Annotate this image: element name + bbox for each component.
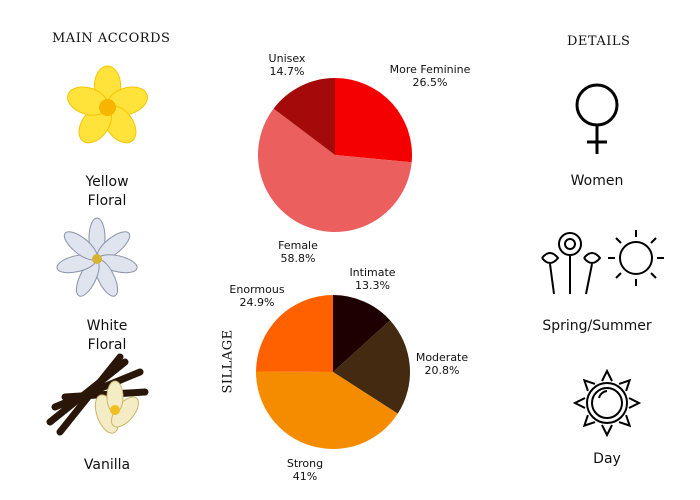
- slice-label-enormous: Enormous 24.9%: [229, 283, 285, 309]
- detail-season: Spring/Summer: [542, 318, 652, 334]
- detail-women: Women: [570, 173, 624, 189]
- pie-slice-moderate: [333, 320, 411, 414]
- slice-label-unisex: Unisex 14.7%: [268, 52, 306, 78]
- accord-vanilla: Vanilla: [83, 457, 131, 473]
- vanilla-pods-flower: [46, 353, 149, 436]
- yellow-frangipani-flower: [67, 65, 148, 144]
- slice-label-moderate: Moderate 20.8%: [415, 351, 469, 377]
- pie-slice-unisex: [273, 78, 335, 155]
- white-tiare-flower: [56, 217, 138, 297]
- pie-slice-more-feminine: [335, 78, 412, 163]
- pie-slice-intimate: [333, 295, 391, 372]
- sun-icon: [572, 368, 642, 438]
- slice-label-intimate: Intimate 13.3%: [349, 266, 396, 292]
- slice-label-female: Female 58.8%: [278, 239, 318, 265]
- female-symbol-icon: [575, 83, 619, 154]
- accord-white-floral: White Floral: [86, 318, 128, 353]
- flowers-sun-icon: [541, 230, 664, 295]
- slice-label-more-feminine: More Feminine 26.5%: [389, 63, 471, 89]
- pie-slice-strong: [256, 371, 398, 450]
- accord-yellow-floral: Yellow Floral: [85, 174, 129, 209]
- details-title: DETAILS: [567, 34, 631, 49]
- pie-slice-female: [258, 108, 412, 232]
- pie-slice-enormous: [256, 295, 333, 372]
- detail-time: Day: [593, 451, 621, 467]
- main-accords-title: MAIN ACCORDS: [52, 31, 171, 46]
- sillage-axis-title: SILLAGE: [220, 329, 236, 394]
- slice-label-strong: Strong 41%: [286, 457, 324, 483]
